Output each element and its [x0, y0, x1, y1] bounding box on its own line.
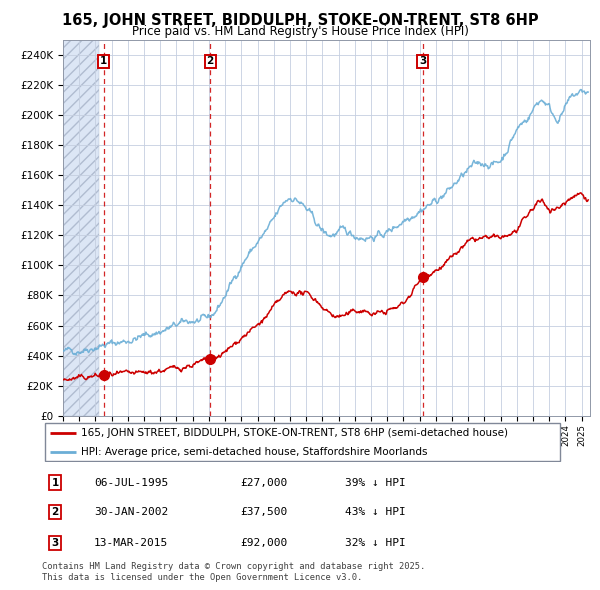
Text: 2: 2 — [206, 57, 214, 67]
FancyBboxPatch shape — [44, 423, 560, 461]
Text: 3: 3 — [419, 57, 427, 67]
Text: £27,000: £27,000 — [241, 477, 287, 487]
Text: 1: 1 — [100, 57, 107, 67]
Text: 06-JUL-1995: 06-JUL-1995 — [94, 477, 169, 487]
Text: 1: 1 — [52, 477, 59, 487]
Text: 32% ↓ HPI: 32% ↓ HPI — [345, 538, 406, 548]
Text: Contains HM Land Registry data © Crown copyright and database right 2025.
This d: Contains HM Land Registry data © Crown c… — [42, 562, 425, 582]
Text: 2: 2 — [52, 507, 59, 517]
Text: 3: 3 — [52, 538, 59, 548]
Text: HPI: Average price, semi-detached house, Staffordshire Moorlands: HPI: Average price, semi-detached house,… — [81, 447, 428, 457]
Text: £92,000: £92,000 — [241, 538, 287, 548]
Text: Price paid vs. HM Land Registry's House Price Index (HPI): Price paid vs. HM Land Registry's House … — [131, 25, 469, 38]
Text: 30-JAN-2002: 30-JAN-2002 — [94, 507, 169, 517]
Text: 39% ↓ HPI: 39% ↓ HPI — [345, 477, 406, 487]
Text: 13-MAR-2015: 13-MAR-2015 — [94, 538, 169, 548]
Text: 165, JOHN STREET, BIDDULPH, STOKE-ON-TRENT, ST8 6HP (semi-detached house): 165, JOHN STREET, BIDDULPH, STOKE-ON-TRE… — [81, 428, 508, 438]
Text: 165, JOHN STREET, BIDDULPH, STOKE-ON-TRENT, ST8 6HP: 165, JOHN STREET, BIDDULPH, STOKE-ON-TRE… — [62, 13, 538, 28]
Text: 43% ↓ HPI: 43% ↓ HPI — [345, 507, 406, 517]
Text: £37,500: £37,500 — [241, 507, 287, 517]
